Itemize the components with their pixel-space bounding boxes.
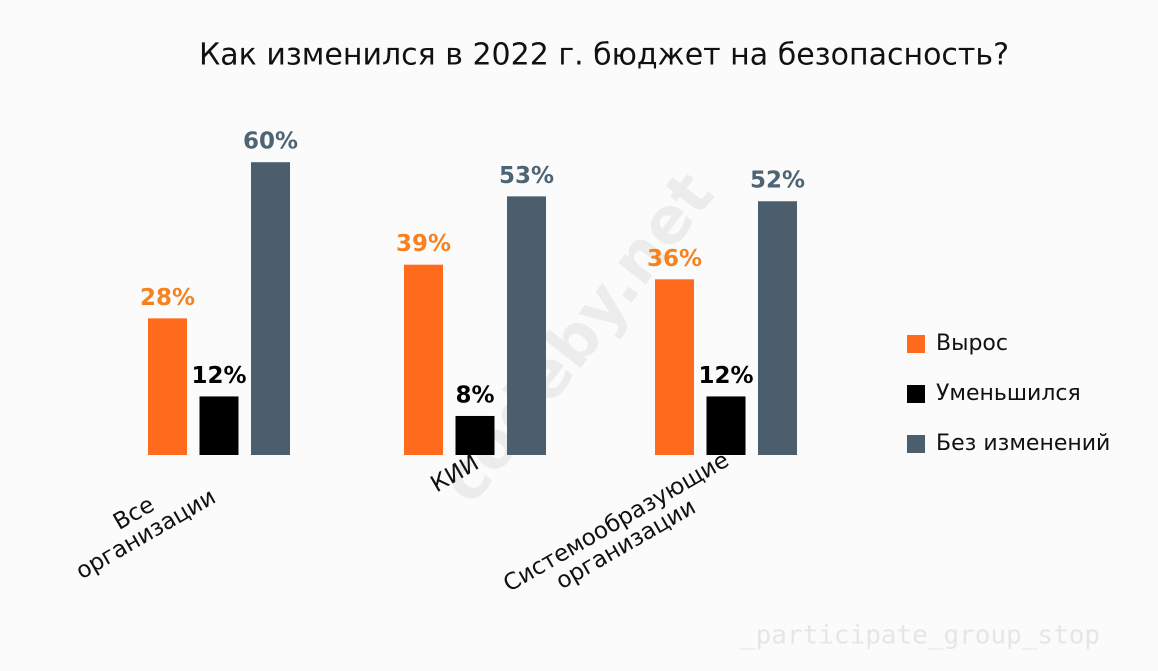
value-label: 39%: [396, 231, 451, 257]
bar: [655, 279, 694, 455]
legend-swatch: [907, 385, 925, 403]
bar: [507, 196, 546, 456]
value-label: 60%: [243, 129, 298, 155]
background-text: _participate_group_stop: [740, 621, 1100, 651]
value-label: 8%: [455, 382, 494, 408]
legend-label: Вырос: [936, 331, 1008, 356]
legend-swatch: [907, 335, 925, 353]
legend-swatch: [907, 435, 925, 453]
bar: [455, 415, 495, 455]
legend-label: Без изменений: [936, 431, 1110, 456]
value-label: 12%: [191, 363, 246, 389]
bar: [706, 396, 746, 455]
value-label: 12%: [698, 363, 753, 389]
chart-title: Как изменился в 2022 г. бюджет на безопа…: [199, 38, 1009, 73]
legend-label: Уменьшился: [936, 381, 1081, 406]
bar: [758, 201, 797, 455]
value-label: 36%: [647, 246, 702, 272]
bar: [148, 318, 187, 455]
bar: [199, 396, 239, 455]
bar: [404, 264, 443, 455]
value-label: 52%: [750, 168, 805, 194]
value-label: 53%: [499, 163, 554, 189]
bar: [251, 162, 290, 455]
value-label: 28%: [140, 285, 195, 311]
